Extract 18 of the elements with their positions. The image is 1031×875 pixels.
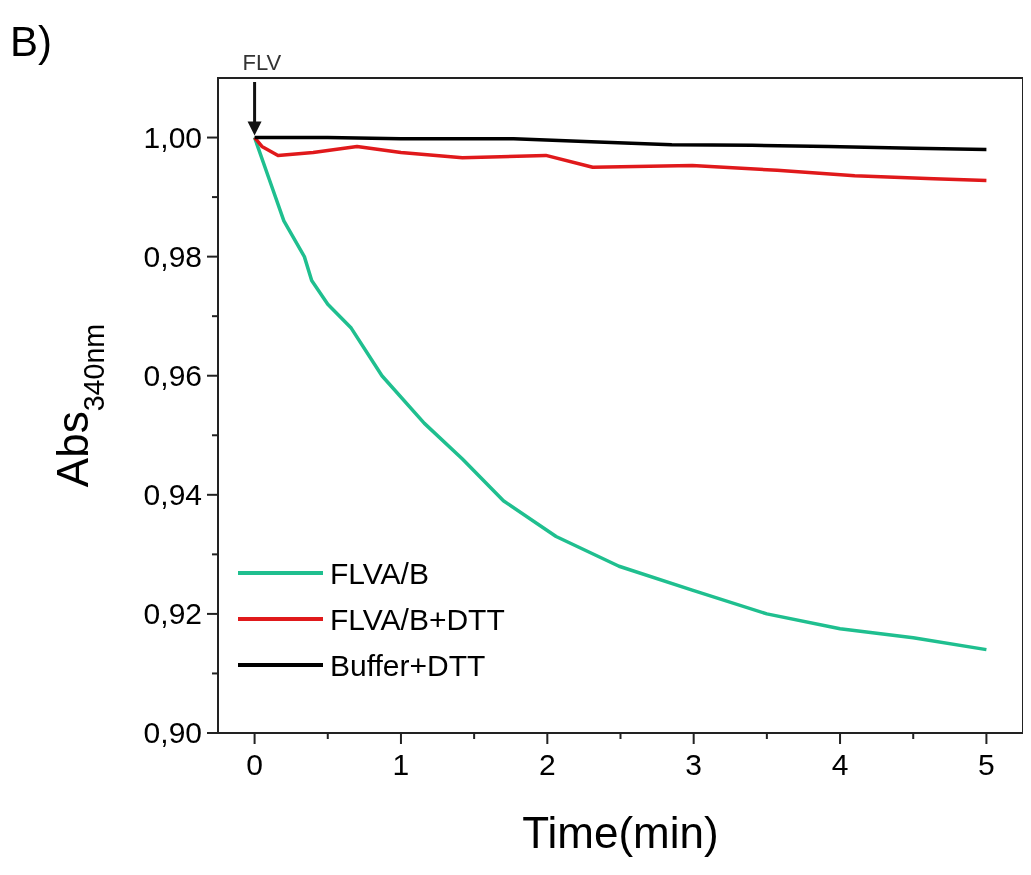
y-tick-label: 0,90 bbox=[143, 716, 202, 749]
legend-label: FLVA/B+DTT bbox=[330, 603, 505, 636]
x-tick-label: 0 bbox=[246, 748, 263, 781]
legend-label: Buffer+DTT bbox=[330, 649, 486, 682]
x-axis-title: Time(min) bbox=[522, 808, 719, 857]
y-tick-label: 1,00 bbox=[143, 120, 202, 154]
x-tick-label: 3 bbox=[685, 748, 703, 781]
y-tick-label: 0,92 bbox=[143, 596, 202, 630]
x-tick-label: 1 bbox=[392, 748, 410, 781]
x-tick-label: 5 bbox=[978, 748, 995, 781]
x-tick-label: 2 bbox=[538, 748, 556, 781]
x-tick-label: 4 bbox=[831, 748, 849, 781]
y-tick-label: 0,98 bbox=[143, 239, 202, 273]
y-tick-label: 0,94 bbox=[143, 477, 202, 511]
annotation: FLV bbox=[242, 50, 282, 75]
legend-label: FLVA/B bbox=[330, 557, 429, 590]
text: B) bbox=[10, 18, 52, 65]
y-tick-label: 0,96 bbox=[143, 358, 202, 392]
